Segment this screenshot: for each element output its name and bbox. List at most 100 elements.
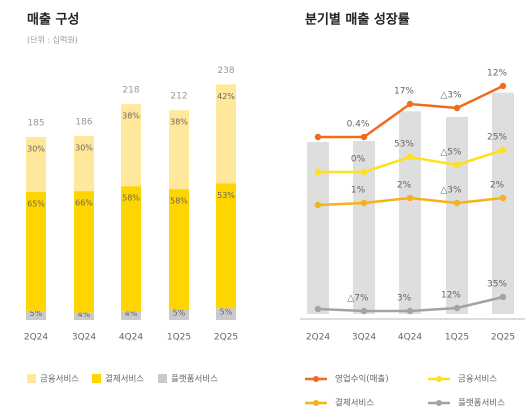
background-bar	[399, 111, 421, 314]
legend-label: 금융서비스	[40, 375, 79, 385]
point-label: 0%	[351, 155, 366, 165]
point	[453, 161, 461, 169]
point	[360, 199, 368, 207]
point	[453, 304, 461, 312]
segment-label: 42%	[217, 92, 235, 101]
total-label: 186	[75, 117, 92, 127]
point	[499, 194, 507, 202]
background-bar	[353, 141, 375, 314]
background-bar	[492, 92, 514, 314]
point-label: 25%	[487, 133, 507, 143]
segment-label: 58%	[170, 197, 188, 206]
legend-swatch	[158, 374, 167, 383]
legend-label: 플랫폼서비스	[171, 374, 218, 385]
bar-segment	[26, 310, 46, 320]
background-bar	[307, 141, 329, 314]
total-label: 218	[122, 86, 139, 96]
point	[314, 305, 322, 313]
point	[499, 146, 507, 154]
point	[360, 133, 368, 141]
x-tick-label: 1Q25	[167, 333, 191, 343]
bar-segment	[216, 84, 236, 184]
point-label: 17%	[394, 87, 414, 97]
point	[453, 199, 461, 207]
segment-label: 38%	[122, 112, 140, 121]
point	[406, 100, 414, 108]
legend-dot	[313, 376, 319, 382]
bar-segment	[26, 136, 46, 192]
point-label: 2%	[490, 181, 505, 191]
legend-label: 결제서비스	[335, 398, 374, 409]
point-label: 12%	[441, 291, 461, 301]
segment-label: 66%	[75, 199, 93, 208]
x-tick-label: 4Q24	[119, 333, 144, 343]
legend-dot	[436, 376, 442, 382]
right-title: 분기별 매출 성장률	[305, 12, 410, 28]
legend-label: 플랫폼서비스	[458, 398, 505, 409]
left-title: 매출 구성	[27, 12, 79, 28]
segment-label: 5%	[30, 309, 43, 318]
segment-label: 65%	[27, 199, 45, 208]
segment-label: 4%	[78, 310, 91, 319]
total-label: 185	[27, 118, 44, 128]
point	[406, 307, 414, 315]
legend-dot	[313, 400, 319, 406]
segment-label: 5%	[173, 308, 186, 317]
segment-label: 53%	[217, 191, 235, 200]
x-tick-label: 2Q24	[306, 333, 331, 343]
bar-segment	[216, 183, 236, 309]
bar-segment	[74, 135, 94, 192]
point	[406, 194, 414, 202]
point-label: 12%	[487, 69, 507, 79]
point	[499, 82, 507, 90]
point	[406, 153, 414, 161]
point-label: 3%	[397, 294, 412, 304]
x-tick-label: 3Q24	[352, 333, 377, 343]
background-bar	[446, 116, 468, 314]
x-tick-label: 4Q24	[398, 333, 423, 343]
bar-segment	[26, 191, 46, 311]
bar-segment	[216, 308, 236, 320]
segment-label: 38%	[170, 118, 188, 127]
point-label: △3%	[440, 91, 462, 101]
total-label: 212	[170, 92, 187, 102]
legend-swatch	[92, 374, 101, 383]
point	[314, 201, 322, 209]
point	[360, 307, 368, 315]
segment-label: 30%	[75, 143, 93, 152]
legend-label: 영업수익(매출)	[335, 374, 389, 385]
bar-segment	[121, 104, 141, 187]
x-tick-label: 2Q25	[214, 333, 238, 343]
point-label: △5%	[440, 148, 462, 158]
total-label: 238	[217, 66, 234, 76]
point-label: 53%	[394, 140, 414, 150]
point-label: 1%	[351, 186, 366, 196]
legend-dot	[436, 400, 442, 406]
point-label: 35%	[487, 280, 507, 290]
point-label: △7%	[347, 294, 369, 304]
bar-segment	[169, 110, 189, 190]
legend-label: 결제서비스	[105, 374, 144, 385]
segment-label: 4%	[125, 309, 138, 318]
point-label: 0.4%	[347, 120, 370, 130]
point	[314, 168, 322, 176]
point	[453, 104, 461, 112]
bar-segment	[121, 186, 141, 312]
x-tick-label: 1Q25	[445, 333, 469, 343]
point	[499, 293, 507, 301]
bar-segment	[74, 191, 94, 313]
left-subtitle: (단위 : 십억원)	[27, 35, 78, 45]
legend-swatch	[27, 374, 36, 383]
x-tick-label: 2Q24	[24, 333, 49, 343]
legend-label: 금융서비스	[458, 375, 497, 385]
segment-label: 30%	[27, 144, 45, 153]
point	[314, 133, 322, 141]
point-label: △3%	[440, 186, 462, 196]
point-label: 2%	[397, 181, 412, 191]
bar-segment	[74, 312, 94, 320]
x-tick-label: 3Q24	[72, 333, 97, 343]
bar-segment	[169, 189, 189, 310]
segment-label: 5%	[220, 308, 233, 317]
bar-segment	[169, 309, 189, 320]
